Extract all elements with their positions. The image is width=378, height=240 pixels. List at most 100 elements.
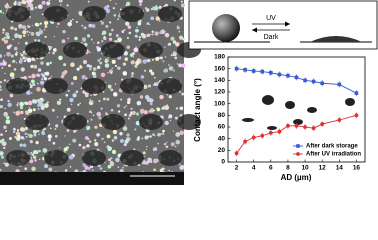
sem-grain — [113, 135, 118, 140]
sem-grain — [34, 159, 37, 162]
sem-grain — [18, 110, 20, 112]
sem-grain — [1, 37, 5, 41]
sem-grain — [30, 64, 34, 69]
sem-grain — [144, 135, 149, 140]
sem-grain — [19, 127, 25, 132]
sem-grain — [22, 30, 27, 35]
arrowhead-uv — [285, 21, 290, 27]
sem-grain — [51, 108, 55, 112]
sem-grain — [180, 3, 185, 8]
sem-grain — [46, 101, 49, 104]
sem-grain — [82, 163, 84, 165]
sem-grain — [149, 98, 154, 103]
sem-grain — [41, 74, 46, 78]
sem-grain — [170, 142, 175, 147]
sem-grain — [18, 23, 23, 29]
sem-grain — [39, 22, 42, 25]
sem-grain — [2, 12, 5, 14]
sem-grain — [97, 59, 101, 62]
sem-grain — [66, 107, 71, 112]
sem-image — [0, 0, 201, 185]
sem-pore — [63, 42, 87, 58]
sem-grain — [27, 34, 30, 36]
sem-grain — [91, 24, 96, 29]
sem-grain — [31, 0, 33, 1]
sem-pore — [158, 150, 182, 166]
sem-grain — [106, 97, 110, 101]
sem-grain — [22, 137, 25, 140]
sem-grain — [169, 119, 172, 122]
sem-grain — [49, 61, 52, 64]
sem-pore — [63, 114, 87, 130]
sem-grain — [85, 77, 88, 80]
sem-grain — [3, 55, 6, 57]
sem-grain — [126, 45, 131, 49]
sem-grain — [20, 53, 24, 57]
sem-grain — [133, 47, 139, 53]
sem-grain — [24, 101, 28, 105]
sem-grain — [140, 59, 142, 62]
sem-grain — [146, 33, 150, 38]
sem-grain — [7, 99, 10, 103]
sem-grain — [126, 133, 130, 137]
sem-grain — [159, 56, 163, 60]
sem-grain — [104, 161, 106, 164]
sem-grain — [31, 153, 35, 157]
sem-grain — [48, 138, 52, 142]
point — [311, 126, 316, 131]
sem-grain — [13, 111, 15, 114]
sem-pore — [6, 78, 30, 94]
sem-grain — [111, 139, 115, 142]
sem-grain — [114, 83, 117, 85]
sem-grain — [82, 59, 88, 65]
sem-grain — [142, 151, 146, 155]
y-tick-label: 80 — [218, 112, 226, 119]
sem-grain — [26, 90, 31, 95]
sem-grain — [151, 33, 154, 36]
sem-grain — [134, 64, 138, 68]
sem-grain — [131, 111, 136, 115]
y-tick-label: 100 — [214, 100, 225, 107]
sem-grain — [136, 137, 140, 141]
sem-grain — [170, 36, 175, 41]
sem-grain — [114, 64, 118, 68]
sem-grain — [3, 36, 6, 39]
sem-grain — [56, 26, 58, 28]
sem-grain — [90, 118, 93, 121]
sem-grain — [130, 60, 135, 65]
sem-grain — [86, 144, 90, 148]
sem-grain — [157, 142, 159, 145]
sem-grain — [148, 23, 151, 26]
sem-grain — [135, 112, 140, 116]
y-tick-label: 60 — [218, 124, 226, 131]
sem-grain — [136, 26, 138, 29]
sem-grain — [30, 156, 33, 159]
y-tick-label: 120 — [214, 89, 225, 96]
sem-grain — [113, 14, 117, 17]
sem-grain — [119, 138, 124, 143]
sem-grain — [37, 39, 41, 42]
sem-grain — [79, 102, 81, 105]
sem-grain — [25, 110, 30, 115]
sem-grain — [100, 20, 102, 23]
sem-grain — [29, 140, 33, 144]
sem-grain — [98, 116, 102, 120]
sem-grain — [139, 95, 144, 99]
sem-grain — [174, 116, 178, 120]
x-tick-label: 2 — [235, 165, 239, 172]
sem-grain — [5, 115, 10, 120]
sem-grain — [81, 75, 86, 80]
sem-grain — [175, 132, 181, 137]
sem-grain — [5, 32, 10, 37]
sem-grain — [32, 82, 36, 87]
point — [303, 125, 307, 129]
sem-grain — [159, 20, 161, 22]
sem-grain — [96, 133, 100, 137]
sem-grain — [175, 139, 181, 145]
sem-grain — [4, 72, 6, 75]
sem-grain — [31, 73, 36, 79]
sem-pore — [120, 6, 144, 22]
sem-grain — [37, 103, 41, 107]
sem-grain — [107, 146, 113, 151]
sem-grain — [150, 71, 155, 76]
